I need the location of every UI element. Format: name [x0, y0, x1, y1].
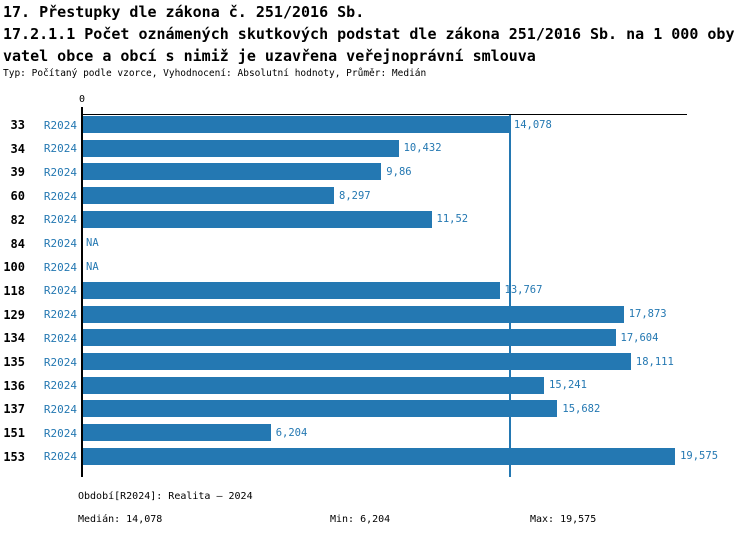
series-label: R2024 — [43, 308, 77, 322]
series-label: R2024 — [43, 165, 77, 179]
series-label: R2024 — [43, 189, 77, 203]
footer-min: Min: 6,204 — [330, 514, 391, 525]
row-label: 129 — [3, 307, 25, 322]
footer-period: Období[R2024]: Realita – 2024 — [78, 491, 253, 502]
bar — [83, 400, 558, 418]
bar — [83, 305, 624, 323]
row-label: 60 — [10, 189, 25, 204]
row-label: 137 — [3, 402, 25, 417]
footer-median: Medián: 14,078 — [78, 514, 163, 525]
series-label: R2024 — [43, 331, 77, 345]
page-title-line3: vatel obce a obcí s nimiž je uzavřena ve… — [3, 47, 536, 65]
value-label: 10,432 — [403, 142, 442, 155]
median-reference-line — [508, 115, 511, 477]
value-label: 14,078 — [513, 118, 552, 131]
series-label: R2024 — [43, 426, 77, 440]
row-label: 33 — [10, 118, 25, 132]
x-axis-line — [81, 114, 687, 115]
row-label: 39 — [10, 165, 25, 180]
row-label: 136 — [3, 378, 25, 393]
na-label: NA — [86, 237, 99, 249]
bar — [83, 116, 509, 133]
value-label: 19,575 — [680, 450, 719, 463]
value-label: 15,241 — [549, 379, 587, 392]
na-label: NA — [86, 260, 99, 273]
bar — [83, 187, 334, 205]
bar — [83, 281, 500, 299]
page-title-line1: 17. Přestupky dle zákona č. 251/2016 Sb. — [3, 3, 365, 21]
value-label: 17,873 — [628, 308, 667, 321]
x-axis-tick-zero: 0 — [78, 94, 86, 105]
row-label: 84 — [10, 236, 25, 251]
series-label: R2024 — [43, 237, 77, 250]
bar — [83, 376, 544, 394]
y-axis-line — [81, 107, 83, 477]
series-label: R2024 — [43, 402, 77, 416]
series-label: R2024 — [43, 118, 77, 132]
bar — [83, 139, 399, 157]
value-label: 17,604 — [620, 331, 659, 344]
series-label: R2024 — [43, 142, 77, 156]
row-label: 151 — [3, 426, 25, 441]
row-label: 34 — [10, 141, 25, 156]
page-title-line2: 17.2.1.1 Počet oznámených skutkových pod… — [3, 25, 735, 43]
bar — [83, 329, 616, 347]
bar — [83, 424, 271, 442]
row-label: 118 — [3, 283, 25, 298]
row-label: 135 — [3, 355, 25, 369]
chart-subtitle: Typ: Počítaný podle vzorce, Vyhodnocení:… — [3, 68, 427, 79]
row-label: 153 — [3, 449, 25, 464]
value-label: 11,52 — [436, 213, 469, 226]
series-label: R2024 — [43, 260, 77, 274]
row-label: 134 — [3, 331, 25, 346]
series-label: R2024 — [43, 355, 77, 369]
bar — [83, 163, 382, 181]
series-label: R2024 — [43, 213, 77, 227]
footer-max: Max: 19,575 — [530, 514, 597, 525]
value-label: 13,767 — [504, 284, 543, 297]
bar — [83, 447, 676, 465]
series-label: R2024 — [43, 450, 77, 464]
series-label: R2024 — [43, 379, 77, 393]
row-label: 100 — [3, 260, 25, 275]
value-label: 18,111 — [635, 355, 674, 368]
value-label: 9,86 — [386, 165, 412, 178]
value-label: 6,204 — [275, 426, 308, 439]
bar — [83, 353, 631, 370]
bar — [83, 210, 432, 228]
series-label: R2024 — [43, 284, 77, 298]
value-label: 8,297 — [339, 189, 371, 202]
row-label: 82 — [10, 212, 25, 227]
value-label: 15,682 — [562, 402, 601, 415]
